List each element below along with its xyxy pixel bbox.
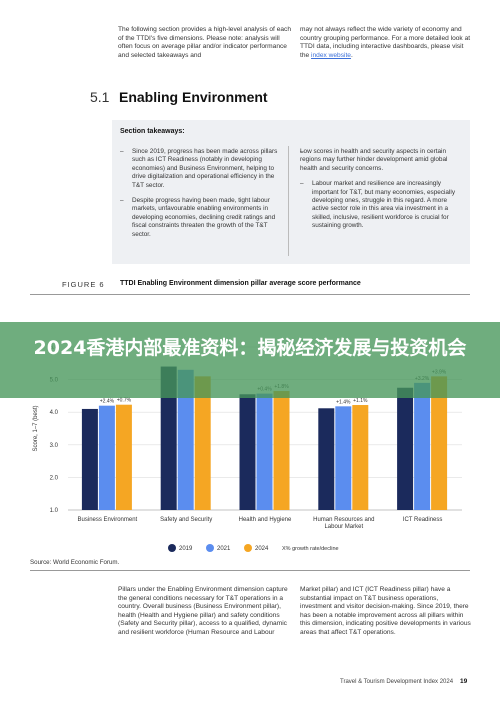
- bar: [177, 369, 194, 510]
- banner: 2024香港内部最准资料：揭秘经济发展与投资机会: [0, 322, 500, 398]
- intro-right-text: may not always reflect the wide variety …: [300, 26, 471, 59]
- bar: [318, 408, 335, 510]
- growth-label: +0.7%: [117, 398, 132, 404]
- takeaways-columns: Since 2019, progress has been made acros…: [118, 146, 460, 260]
- bar: [256, 393, 273, 510]
- body-right: Market pillar) and ICT (ICT Readiness pi…: [300, 586, 471, 636]
- section-title: Enabling Environment: [119, 89, 268, 105]
- growth-label: +1.4%: [336, 399, 351, 405]
- intro-left: The following section provides a high-le…: [118, 26, 291, 59]
- intro-right: may not always reflect the wide variety …: [300, 26, 472, 60]
- bar: [273, 391, 290, 510]
- source-rule: [30, 570, 470, 571]
- bar: [397, 387, 414, 510]
- section-number: 5.1: [90, 89, 110, 105]
- bar: [239, 394, 256, 510]
- takeaways-left: Since 2019, progress has been made acros…: [120, 148, 282, 246]
- x-tick-label: ICT Readiness: [402, 517, 443, 523]
- legend-swatch: [168, 544, 176, 552]
- bar: [352, 405, 369, 510]
- left-column: [118, 146, 289, 256]
- y-tick-label: 4.0: [50, 410, 59, 416]
- bar: [335, 406, 352, 510]
- page-number: 19: [460, 678, 468, 685]
- figure-title: TTDI Enabling Environment dimension pill…: [120, 280, 361, 287]
- banner-title: 2024香港内部最准资料：揭秘经济发展与投资机会: [33, 337, 467, 359]
- figure-rule: [30, 294, 470, 295]
- growth-label: +2.4%: [100, 399, 115, 405]
- legend-note: X% growth rate/decline: [282, 546, 339, 552]
- bar: [98, 405, 115, 510]
- takeaway: Despite progress having been made, tight…: [120, 197, 282, 239]
- y-axis-label: Score, 1–7 (best): [33, 405, 39, 451]
- y-tick-label: 3.0: [50, 443, 59, 449]
- legend-swatch: [206, 544, 214, 552]
- figure-label: FIGURE 6: [62, 280, 105, 289]
- growth-label: +1.1%: [353, 398, 368, 404]
- bar: [194, 376, 211, 510]
- takeaway: Since 2019, progress has been made acros…: [120, 148, 282, 190]
- legend-label: 2021: [217, 546, 231, 552]
- legend-swatch: [244, 544, 252, 552]
- legend-label: 2019: [179, 546, 193, 552]
- legend-label: 2024: [255, 546, 269, 552]
- footer-title: Travel & Tourism Development Index 2024: [340, 679, 454, 685]
- x-tick-label: Health and Hygiene: [238, 517, 292, 523]
- intro-end: .: [350, 51, 353, 59]
- bar: [414, 382, 431, 510]
- bar: [115, 404, 132, 510]
- y-tick-label: 2.0: [50, 475, 59, 481]
- source: Source: World Economic Forum.: [30, 559, 120, 566]
- takeaway: Low scores in health and security aspect…: [300, 148, 460, 173]
- x-tick-label: Business Environment: [77, 517, 138, 523]
- takeaways-heading: Section takeaways:: [120, 128, 185, 135]
- y-tick-label: 1.0: [50, 508, 59, 514]
- index-link[interactable]: index website: [311, 51, 351, 59]
- bar: [81, 408, 98, 510]
- x-tick-label: Safety and Security: [160, 517, 213, 523]
- bar: [431, 376, 448, 510]
- bar: [160, 366, 177, 510]
- x-tick-label: Human Resources and Labour Market: [313, 517, 375, 530]
- body-left: Pillars under the Enabling Environment d…: [118, 586, 288, 636]
- takeaways-right: Low scores in health and security aspect…: [300, 148, 460, 238]
- takeaway: Labour market and resilience are increas…: [300, 180, 460, 230]
